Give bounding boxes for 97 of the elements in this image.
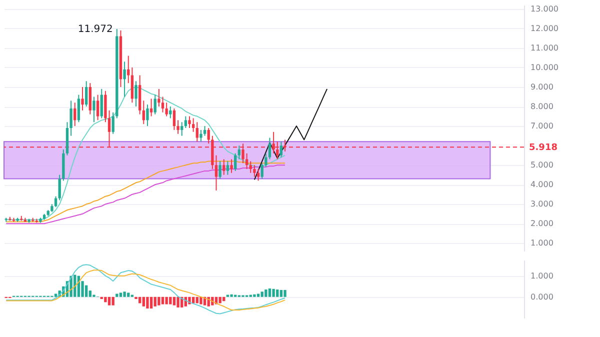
bar <box>134 296 138 300</box>
bar <box>264 290 268 297</box>
candlestick <box>130 66 134 104</box>
candlestick <box>192 118 195 132</box>
ref-line-label: 5.918 <box>529 143 558 154</box>
candlestick <box>203 126 206 136</box>
candlestick <box>180 122 184 136</box>
candlestick <box>104 90 107 123</box>
candlestick <box>172 108 176 130</box>
bar <box>142 296 145 306</box>
bar <box>176 296 180 308</box>
bar <box>272 288 275 297</box>
bar <box>268 288 272 297</box>
bar <box>253 294 256 297</box>
y-tick-label: 13.000 <box>530 4 558 14</box>
y-tick-label: 1.000 <box>530 238 554 248</box>
y-tick-label: 8.000 <box>530 102 554 112</box>
y-tick-label: 2.000 <box>530 219 554 228</box>
y-tick-label: 4.000 <box>530 180 554 190</box>
candlestick <box>96 94 100 121</box>
bar <box>169 296 172 304</box>
bar <box>146 296 149 309</box>
candlestick <box>207 128 210 144</box>
candlestick <box>58 174 61 201</box>
bar <box>280 290 283 297</box>
candlestick <box>184 116 188 128</box>
candlestick <box>200 129 202 142</box>
bar <box>108 296 111 306</box>
bar <box>256 294 260 297</box>
y-tick-label: 5.000 <box>530 160 554 170</box>
candlestick <box>234 152 237 172</box>
annotation: 11.972 <box>78 24 113 35</box>
candlestick <box>127 55 130 84</box>
candlestick <box>222 158 226 176</box>
bar <box>127 292 130 297</box>
candlestick <box>112 112 114 134</box>
candlestick <box>85 80 88 108</box>
bar <box>165 296 168 304</box>
candlestick <box>218 160 222 180</box>
candlestick <box>142 100 145 125</box>
bar <box>276 290 279 297</box>
candlestick <box>169 106 172 119</box>
bar <box>104 296 107 302</box>
bar <box>85 285 88 297</box>
bar <box>54 294 58 297</box>
candlestick <box>158 88 160 108</box>
bar <box>218 296 222 304</box>
y-tick-label: 7.000 <box>530 122 554 131</box>
candlestick <box>70 100 72 136</box>
y-tick-label: 11.000 <box>530 43 558 52</box>
candlestick <box>88 82 92 115</box>
bar <box>284 290 286 297</box>
candlestick <box>123 61 126 98</box>
line-series <box>254 88 328 180</box>
candlestick <box>81 86 84 111</box>
y-tick-label: 9.000 <box>530 82 554 92</box>
y-tick-label: 0.000 <box>530 292 554 302</box>
candlestick <box>260 162 264 180</box>
candlestick <box>154 94 156 115</box>
y-tick-label: 12.000 <box>530 24 558 33</box>
candlestick <box>226 160 230 176</box>
bar <box>150 296 153 309</box>
bar <box>112 296 114 306</box>
candlestick <box>77 94 80 123</box>
candlestick <box>249 160 252 174</box>
bar <box>158 296 160 306</box>
bar <box>260 292 264 297</box>
bar <box>119 292 122 297</box>
candlestick <box>256 168 260 182</box>
candlestick <box>253 164 256 178</box>
candlestick <box>92 96 96 123</box>
candlestick <box>100 88 103 119</box>
candlestick <box>230 158 233 174</box>
y-tick-label: 3.000 <box>530 200 554 209</box>
bar <box>161 296 164 304</box>
bar <box>116 294 118 297</box>
bar <box>200 296 202 304</box>
y-tick-label: 10.000 <box>530 62 558 72</box>
candlestick <box>280 141 283 158</box>
candlestick <box>74 102 76 127</box>
candlestick <box>134 80 138 108</box>
bar <box>230 294 233 297</box>
y-tick-label: 1.000 <box>530 271 554 280</box>
bar <box>123 292 126 297</box>
candlestick <box>161 96 164 113</box>
candlestick <box>238 145 241 160</box>
candlestick <box>176 120 180 134</box>
line-series <box>6 264 286 314</box>
candlestick <box>146 104 149 127</box>
line-series <box>6 270 286 310</box>
bar <box>154 296 156 306</box>
candlestick <box>196 122 198 142</box>
candlestick <box>188 116 191 128</box>
candlestick <box>268 137 272 160</box>
candlestick <box>150 98 153 117</box>
bar <box>172 296 176 306</box>
candlestick <box>245 152 248 170</box>
